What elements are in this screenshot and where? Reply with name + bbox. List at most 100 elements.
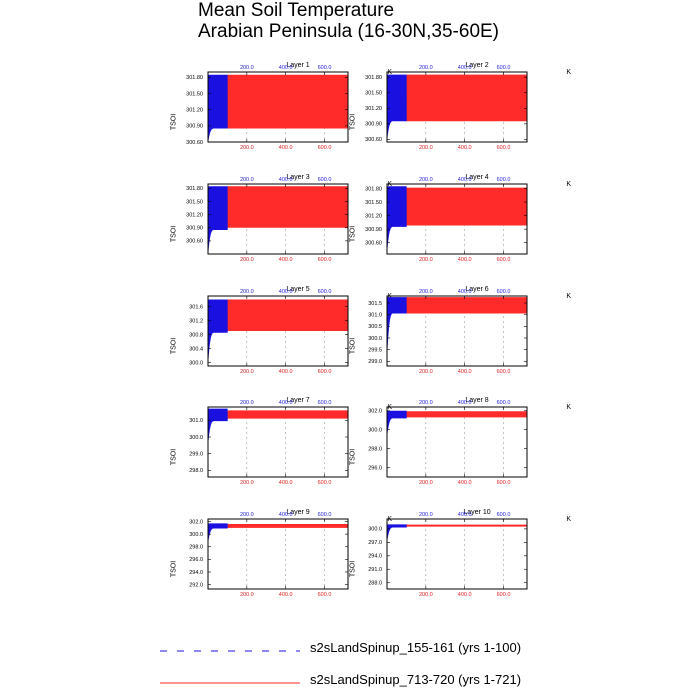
x-tick-label-top: 600.0 [497,400,511,406]
y-axis-label: TSOI [349,560,357,578]
x-tick-label-bottom: 400.0 [458,145,472,151]
x-tick-label-top: 400.0 [279,512,293,518]
panel-unit-label: K [566,293,571,300]
y-tick-label: 291.0 [368,567,382,573]
panel-layer-2: Layer 2 K TSOI 300.60 300.90 301.20 301.50 3… [350,62,572,172]
panel-layer-7: Layer 7 K TSOI 298.0 299.0 300.0 301.0 200.0… [171,397,393,507]
x-tick-label-top: 400.0 [458,177,472,183]
y-tick-label: 300.90 [365,122,382,128]
x-tick-label-bottom: 400.0 [279,592,293,598]
x-tick-label-top: 600.0 [497,512,511,518]
y-tick-label: 300.8 [189,332,203,338]
x-tick-label-top: 200.0 [240,400,254,406]
y-tick-label: 302.0 [368,409,382,415]
x-tick-label-bottom: 200.0 [240,257,254,263]
y-axis-label: TSOI [349,113,357,131]
y-tick-label: 300.60 [186,239,203,245]
x-tick-label-bottom: 200.0 [419,369,433,375]
x-tick-label-top: 600.0 [497,65,511,71]
y-tick-label: 301.2 [189,318,203,324]
series-line-713-720 [227,186,349,228]
y-axis-label: TSOI [349,448,357,466]
panel-unit-label: K [566,181,571,188]
x-tick-label-bottom: 400.0 [458,369,472,375]
series-line-713-720 [406,411,528,418]
y-tick-label: 288.0 [368,581,382,587]
x-tick-label-bottom: 200.0 [240,592,254,598]
y-tick-label: 300.60 [186,140,203,146]
plot-frame [207,518,349,590]
y-tick-label: 300.5 [368,324,382,330]
y-tick-label: 301.80 [365,75,382,81]
panel-layer-9: Layer 9 K TSOI 292.0 294.0 296.0 298.0 300.0… [171,509,393,619]
y-axis-label: TSOI [349,337,357,355]
plot-frame [386,71,528,143]
x-tick-label-bottom: 600.0 [318,480,332,486]
x-tick-label-bottom: 600.0 [318,369,332,375]
y-tick-label: 301.20 [365,106,382,112]
series-line-713-720 [227,299,349,332]
plot-frame [207,183,349,255]
y-tick-label: 299.0 [368,359,382,365]
series-line-713-720 [406,187,528,226]
y-tick-label: 298.0 [368,446,382,452]
series-line-713-720 [406,297,528,314]
x-tick-label-top: 200.0 [240,65,254,71]
y-tick-label: 301.0 [189,418,203,424]
y-tick-label: 299.0 [189,451,203,457]
y-tick-label: 301.50 [186,91,203,97]
panel-title: Layer 2 [465,62,489,69]
x-tick-label-top: 600.0 [497,177,511,183]
x-tick-label-top: 200.0 [240,289,254,295]
x-tick-label-bottom: 600.0 [497,369,511,375]
panel-title: Layer 3 [286,174,310,181]
y-tick-label: 297.0 [368,540,382,546]
y-tick-label: 292.0 [189,582,203,588]
y-tick-label: 300.0 [189,435,203,441]
series-line-713-720 [406,524,528,527]
x-tick-label-bottom: 400.0 [458,592,472,598]
figure-title-line-1: Mean Soil Temperature [198,0,395,21]
legend-entry-2: s2sLandSpinup_713-720 (yrs 1-721) [160,672,580,692]
y-tick-label: 300.0 [368,527,382,533]
y-tick-label: 300.90 [365,227,382,233]
panel-layer-6: Layer 6 K TSOI 299.0 299.5 300.0 300.5 301.0… [350,286,572,396]
y-tick-label: 300.90 [186,226,203,232]
y-axis-label: TSOI [170,113,178,131]
x-tick-label-bottom: 600.0 [318,257,332,263]
x-tick-label-bottom: 600.0 [497,480,511,486]
panel-layer-4: Layer 4 K TSOI 300.60 300.90 301.20 301.50 3… [350,174,572,284]
series-line-155-161 [207,408,228,443]
x-tick-label-top: 200.0 [419,65,433,71]
panel-unit-label: K [566,69,571,76]
plot-frame [207,295,349,367]
panel-layer-8: Layer 8 K TSOI 296.0 298.0 300.0 302.0 200.0… [350,397,572,507]
panel-layer-10: Layer 10 K TSOI 288.0 291.0 294.0 297.0 300.… [350,509,572,619]
x-tick-label-top: 400.0 [458,400,472,406]
y-tick-label: 300.0 [189,532,203,538]
chart-svg: 292.0 294.0 296.0 298.0 300.0 302.0 200.0 200.0… [189,512,349,598]
x-tick-label-top: 600.0 [318,400,332,406]
x-tick-label-bottom: 600.0 [497,145,511,151]
plot-frame [386,183,528,255]
y-tick-label: 300.0 [368,428,382,434]
panel-title: Layer 8 [465,397,489,404]
x-tick-label-bottom: 600.0 [497,257,511,263]
x-tick-label-top: 200.0 [419,512,433,518]
plot-frame [386,518,528,590]
y-axis-label: TSOI [170,225,178,243]
y-tick-label: 301.50 [365,91,382,97]
y-tick-label: 300.60 [365,137,382,143]
series-line-713-720 [406,74,528,122]
chart-svg: 300.60 300.90 301.20 301.50 301.80 200.0 200.0… [365,177,528,263]
y-tick-label: 296.0 [368,465,382,471]
x-tick-label-top: 600.0 [318,65,332,71]
x-tick-label-bottom: 200.0 [240,369,254,375]
plot-frame [386,406,528,478]
legend-label: s2sLandSpinup_155-161 (yrs 1-100) [310,640,522,655]
chart-svg: 296.0 298.0 300.0 302.0 200.0 200.0 400.0 400.0… [368,400,528,486]
legend-swatch-solid [160,682,300,684]
chart-svg: 299.0 299.5 300.0 300.5 301.0 301.5 200.0 200.0… [368,289,528,375]
x-tick-label-bottom: 200.0 [240,480,254,486]
series-line-155-161 [386,186,407,250]
